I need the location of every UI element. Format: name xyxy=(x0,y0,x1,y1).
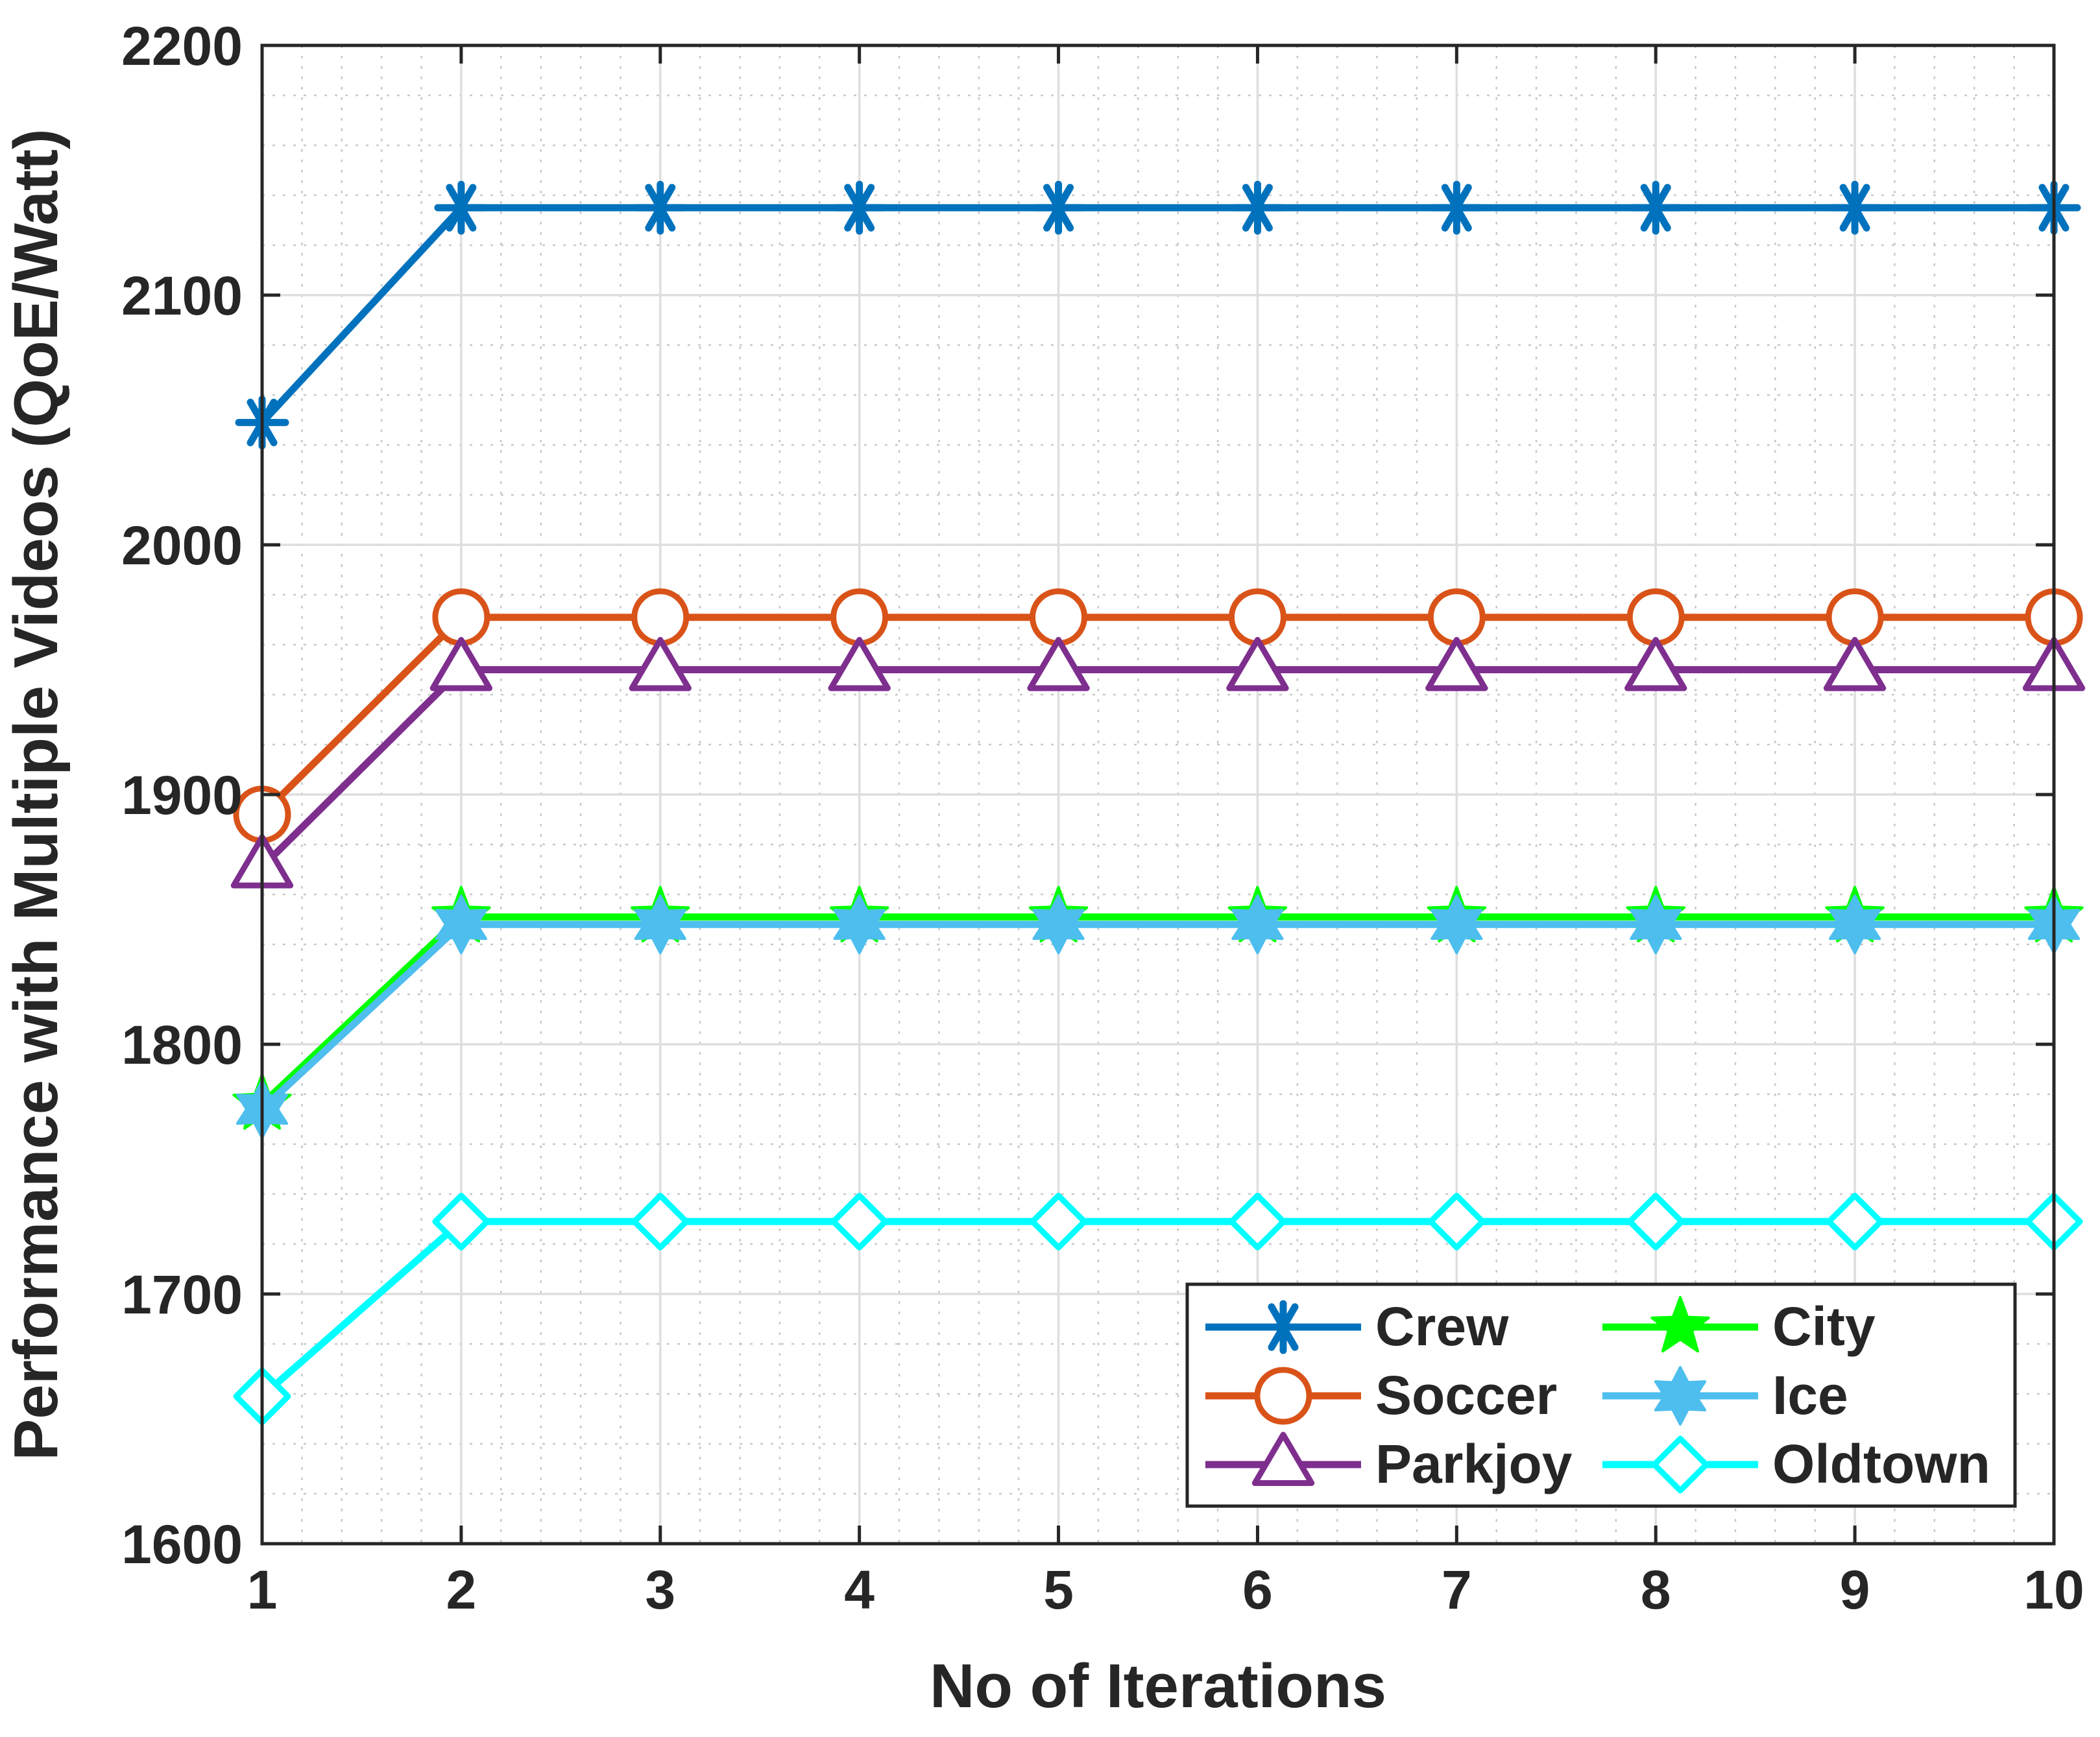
data-point-ice xyxy=(435,894,487,955)
x-tick-label: 9 xyxy=(1840,1559,1870,1620)
y-tick-label: 2200 xyxy=(121,16,243,77)
legend-label-city: City xyxy=(1772,1296,1876,1357)
series-parkjoy xyxy=(230,637,2086,889)
data-point-soccer xyxy=(1030,588,1088,647)
legend: Crew Soccer Parkjoy City Ice Oldtown xyxy=(1185,1282,2017,1508)
legend-item-soccer: Soccer xyxy=(1205,1365,1557,1426)
legend-item-oldtown: Oldtown xyxy=(1602,1433,1990,1494)
x-tick-label: 5 xyxy=(1043,1559,1074,1620)
data-point-oldtown xyxy=(631,1192,690,1251)
data-point-ice xyxy=(1231,894,1284,955)
y-tick-label: 1600 xyxy=(121,1514,243,1575)
data-point-soccer xyxy=(1427,588,1486,647)
y-tick-label: 1900 xyxy=(121,765,243,826)
data-point-soccer xyxy=(631,588,690,647)
data-point-soccer xyxy=(1228,588,1286,647)
legend-marker-parkjoy xyxy=(1251,1432,1315,1487)
legend-marker-soccer xyxy=(1254,1367,1312,1425)
x-tick-label: 2 xyxy=(446,1559,477,1620)
series-layer xyxy=(230,180,2086,1426)
data-point-crew xyxy=(434,180,489,235)
data-point-parkjoy xyxy=(429,637,493,691)
data-point-crew xyxy=(1032,180,1086,235)
x-tick-label: 6 xyxy=(1242,1559,1273,1620)
data-point-crew xyxy=(1628,180,1683,235)
x-tick-label: 4 xyxy=(844,1559,875,1620)
data-point-oldtown xyxy=(1826,1192,1884,1251)
series-line-soccer xyxy=(259,614,2054,817)
legend-label-parkjoy: Parkjoy xyxy=(1375,1433,1573,1494)
legend-label-crew: Crew xyxy=(1375,1296,1509,1357)
x-tick-label: 3 xyxy=(645,1559,675,1620)
data-point-parkjoy xyxy=(1226,637,1289,691)
data-point-oldtown xyxy=(1228,1192,1286,1251)
x-tick-label: 10 xyxy=(2023,1559,2084,1620)
data-point-soccer xyxy=(830,588,889,647)
x-tick-label: 7 xyxy=(1442,1559,1472,1620)
legend-item-city: City xyxy=(1602,1296,1876,1357)
y-tick-label: 2000 xyxy=(121,515,243,576)
data-point-oldtown xyxy=(1427,1192,1486,1251)
legend-label-ice: Ice xyxy=(1772,1365,1848,1426)
legend-label-oldtown: Oldtown xyxy=(1772,1433,1990,1494)
data-point-oldtown xyxy=(432,1192,490,1251)
data-point-ice xyxy=(1630,894,1682,955)
x-tick-label: 1 xyxy=(247,1559,278,1620)
series-line-oldtown xyxy=(259,1217,2054,1399)
y-axis-label: Performance with Multiple Videos (QoE/Wa… xyxy=(1,128,71,1461)
data-point-soccer xyxy=(432,588,490,647)
data-point-oldtown xyxy=(1030,1192,1088,1251)
data-point-ice xyxy=(1829,894,1881,955)
y-tick-label: 2100 xyxy=(121,265,243,326)
data-point-parkjoy xyxy=(1624,637,1687,691)
data-point-parkjoy xyxy=(1027,637,1090,691)
data-point-ice xyxy=(634,894,686,955)
data-point-ice xyxy=(1032,894,1085,955)
data-point-crew xyxy=(1828,180,1882,235)
data-point-crew xyxy=(1230,180,1285,235)
data-point-soccer xyxy=(1826,588,1884,647)
data-point-oldtown xyxy=(830,1192,889,1251)
legend-marker-crew xyxy=(1256,1300,1310,1354)
axes: 1 2 3 4 5 6 7 8 9 10 1600 1700 1800 1900 2000 2100 2200 xyxy=(121,16,2084,1620)
legend-marker-city xyxy=(1650,1296,1710,1353)
data-point-ice xyxy=(1430,894,1483,955)
data-point-ice xyxy=(833,894,886,955)
data-point-soccer xyxy=(1626,588,1685,647)
legend-marker-oldtown xyxy=(1651,1435,1709,1494)
data-point-crew xyxy=(832,180,887,235)
data-point-parkjoy xyxy=(1823,637,1887,691)
data-point-crew xyxy=(633,180,688,235)
series-line-city xyxy=(259,913,2054,1107)
data-point-oldtown xyxy=(1626,1192,1685,1251)
data-point-parkjoy xyxy=(1425,637,1488,691)
y-tick-label: 1700 xyxy=(121,1264,243,1325)
series-line-crew xyxy=(259,204,2054,425)
data-point-parkjoy xyxy=(828,637,891,691)
legend-item-crew: Crew xyxy=(1205,1296,1509,1357)
y-tick-label: 1800 xyxy=(121,1014,243,1075)
series-line-parkjoy xyxy=(259,666,2054,870)
data-point-crew xyxy=(1429,180,1484,235)
legend-label-soccer: Soccer xyxy=(1375,1365,1557,1426)
x-axis-label: No of Iterations xyxy=(930,1651,1386,1721)
legend-marker-ice xyxy=(1654,1366,1707,1426)
legend-item-parkjoy: Parkjoy xyxy=(1205,1432,1573,1494)
series-line-ice xyxy=(259,920,2054,1112)
legend-item-ice: Ice xyxy=(1602,1365,1848,1426)
data-point-parkjoy xyxy=(629,637,692,691)
x-tick-label: 8 xyxy=(1641,1559,1671,1620)
